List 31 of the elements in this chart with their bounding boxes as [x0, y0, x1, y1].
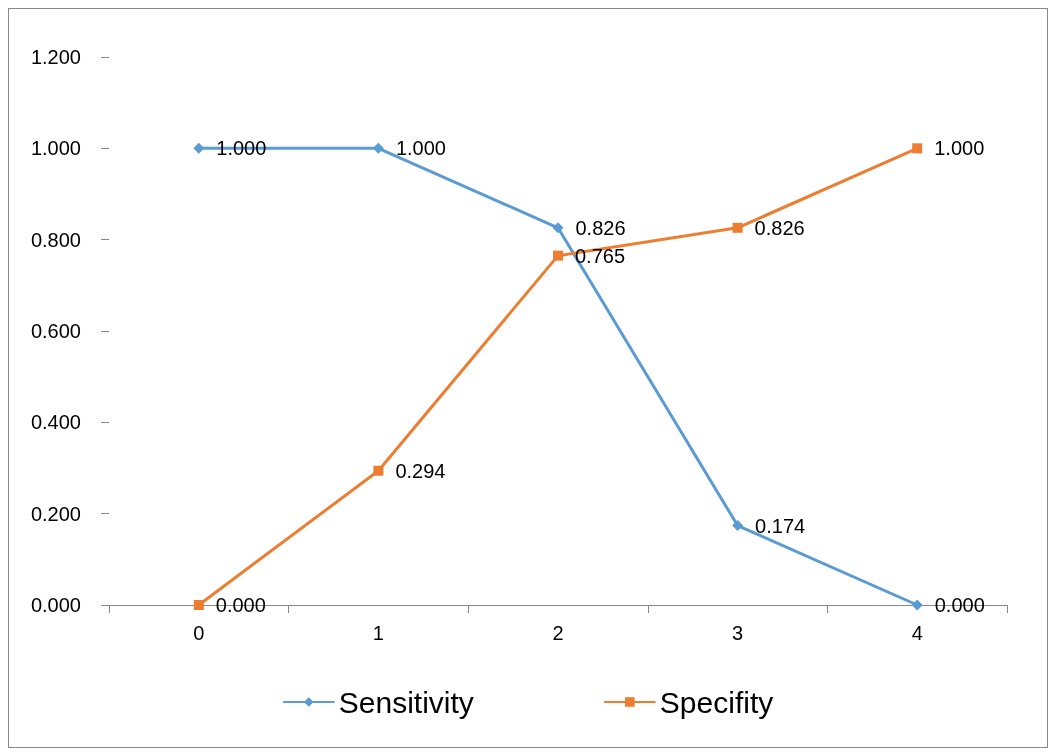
- point: [193, 600, 204, 610]
- data-label: 0.826: [754, 216, 805, 239]
- y-tick-label: 0.400: [30, 411, 81, 434]
- data-label: 0.826: [575, 216, 626, 239]
- point: [732, 520, 744, 532]
- point: [911, 599, 923, 611]
- point: [193, 142, 205, 154]
- data-label: 1.000: [395, 137, 446, 160]
- point: [732, 222, 743, 233]
- point: [553, 250, 563, 261]
- point: [373, 465, 384, 476]
- y-tick-label: 0.000: [30, 594, 81, 616]
- y-tick-label: 1.200: [30, 46, 81, 68]
- legend-label: Specifity: [659, 685, 774, 719]
- x-tick-label: 3: [732, 622, 744, 644]
- point: [552, 222, 564, 234]
- data-label: 0.000: [934, 594, 985, 616]
- x-tick-label: 4: [911, 622, 923, 644]
- data-label: 1.000: [934, 137, 985, 160]
- y-tick-label: 0.800: [30, 228, 81, 251]
- y-tick-label: 0.600: [30, 320, 81, 342]
- data-label: 0.294: [395, 459, 446, 482]
- y-tick-label: 0.200: [30, 502, 81, 525]
- data-label: 0.000: [215, 594, 266, 616]
- x-tick-label: 0: [193, 622, 205, 644]
- point: [912, 143, 923, 154]
- y-tick-label: 1.000: [30, 137, 81, 160]
- x-tick-label: 2: [552, 622, 564, 644]
- legend-label: Sensitivity: [338, 685, 474, 719]
- x-tick-label: 1: [372, 622, 384, 644]
- data-label: 0.174: [755, 514, 806, 537]
